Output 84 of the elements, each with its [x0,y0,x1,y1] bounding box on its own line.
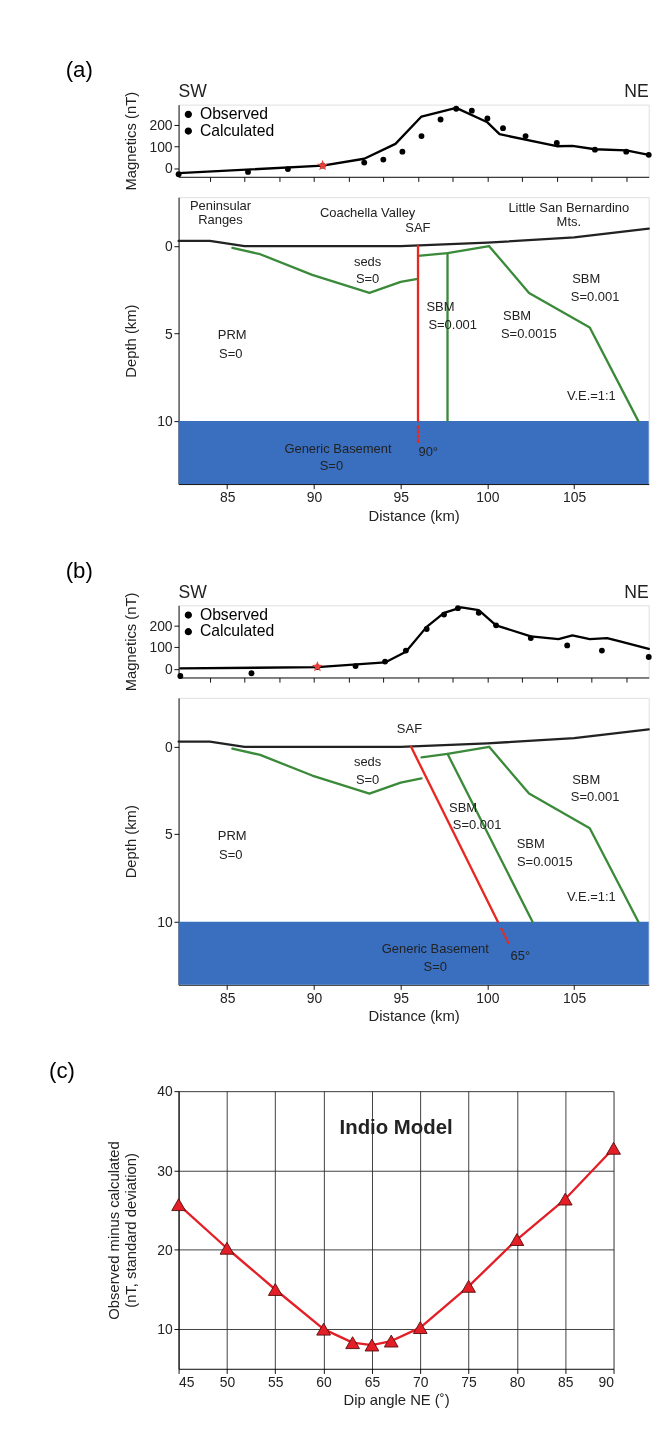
y-tick-label: 100 [149,138,173,155]
x-tick-label: 45 [179,1373,195,1390]
x-tick-label: 100 [476,989,500,1006]
annotation: SBM [516,836,545,852]
x-tick-label: 70 [413,1373,429,1390]
chart-title: (b) [65,557,93,583]
y-tick-label: 200 [149,617,173,634]
y-tick-label: 100 [149,639,173,656]
x-tick-label: 50 [219,1373,236,1390]
chart-title: (a) [65,56,93,82]
y-axis-title: Observed minus calculated (nT, standard deviation) [105,1141,139,1320]
legend-label: Calculated [199,121,275,139]
y-tick-label: 0 [164,160,173,177]
annotation: PRM [217,827,247,843]
text: NE [624,581,649,602]
legend-label: Observed [199,605,269,623]
y-axis-title: Depth (km) [122,304,139,378]
x-tick-label: 90 [306,489,323,506]
annotation: SAF [396,721,423,737]
annotation: Little San Bernardino Mts. [508,199,630,230]
x-tick-label: 85 [219,989,236,1006]
annotation: S=0.0015 [516,853,573,869]
text: NE [624,81,649,102]
annotation: S=0.001 [570,789,620,805]
x-tick-label: 60 [316,1373,333,1390]
annotation: S=0 [219,847,243,863]
y-tick-label: 200 [149,117,173,134]
annotation: SBM [503,307,532,323]
text: SW [178,581,208,602]
y-axis-title: Magnetics (nT) [122,592,139,692]
y-tick-label: 5 [164,826,173,843]
x-tick-label: 85 [557,1373,574,1390]
annotation: Coachella Valley [319,204,416,220]
x-tick-label: 90 [306,989,323,1006]
annotation: V.E.=1:1 [566,388,616,404]
x-tick-label: 55 [268,1373,284,1390]
annotation: 90° [418,444,439,460]
x-tick-label: 85 [219,489,236,506]
x-tick-label: 95 [393,989,410,1006]
annotation: S=0.0015 [500,326,557,342]
y-tick-label: 10 [157,413,173,430]
y-tick-label: 0 [164,738,173,755]
x-tick-label: 100 [476,489,500,506]
y-tick-label: 20 [157,1241,173,1258]
x-tick-label: 80 [509,1373,526,1390]
x-tick-label: 105 [563,489,587,506]
annotation: S=0 [355,271,380,287]
annotation: S=0 [423,958,447,974]
x-tick-label: 65 [364,1373,381,1390]
text: SW [178,81,208,102]
x-axis-title: Distance (km) [368,507,460,524]
y-tick-label: 5 [164,325,173,342]
annotation: V.E.=1:1 [566,888,616,904]
annotation: 65° [510,948,531,964]
annotation: PRM [217,327,247,343]
x-tick-label: 90 [598,1373,615,1390]
y-tick-label: 30 [157,1162,173,1179]
x-tick-label: 95 [393,489,410,506]
annotation: SAF [405,220,431,236]
chart-title: (c) [49,1058,75,1084]
y-tick-label: 10 [157,913,173,930]
annotation: Generic Basement [381,941,490,957]
x-axis-title: Distance (km) [368,1008,460,1025]
annotation: seds [353,754,382,770]
annotation: S=0 [355,771,380,787]
annotation: S=0.001 [570,288,620,304]
x-tick-label: 75 [461,1373,478,1390]
x-axis-title: Dip angle NE (˚) [343,1392,450,1409]
annotation: seds [353,253,382,269]
annotation: Peninsular Ranges [189,197,252,228]
x-tick-label: 105 [563,989,587,1006]
y-tick-label: 10 [157,1321,173,1338]
annotation: S=0 [219,346,243,362]
annotation: S=0 [319,458,344,474]
y-axis-title: Magnetics (nT) [122,91,139,191]
annotation: SBM [572,271,601,287]
y-tick-label: 40 [157,1083,173,1100]
y-tick-label: 0 [164,238,173,255]
annotation: SBM [572,771,601,787]
legend-label: Calculated [199,622,275,640]
y-axis-title: Depth (km) [122,805,139,879]
legend-label: Observed [199,105,269,122]
y-tick-label: 0 [164,660,173,677]
annotation: Generic Basement [284,440,392,456]
